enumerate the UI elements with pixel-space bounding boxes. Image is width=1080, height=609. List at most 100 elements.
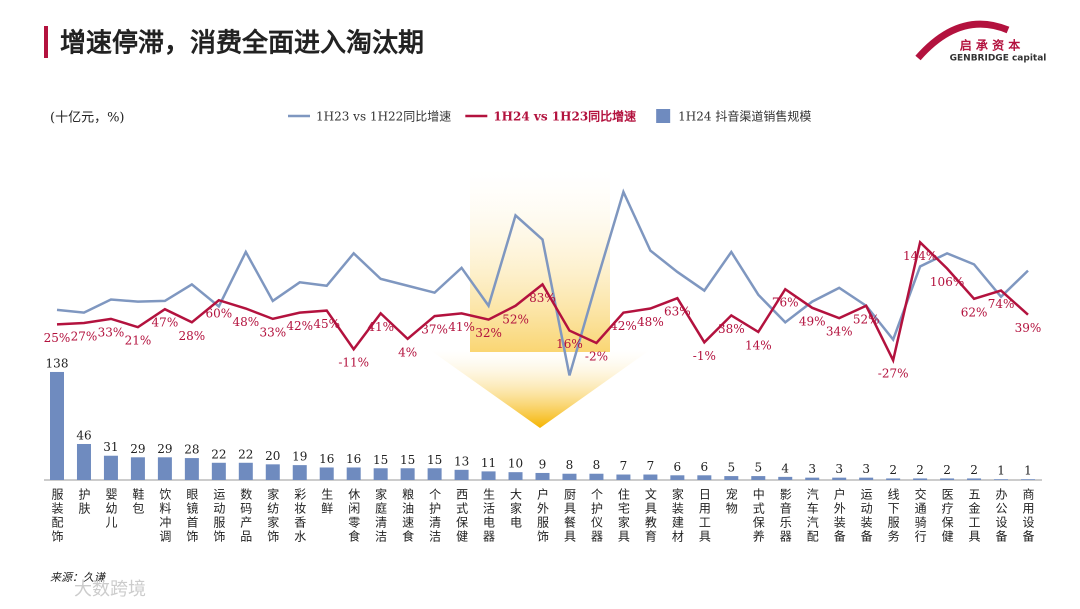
bar xyxy=(778,476,793,480)
bar xyxy=(859,477,874,480)
bar-value-label: 15 xyxy=(400,453,415,467)
bar-value-label: 1 xyxy=(997,464,1005,478)
data-label: 32% xyxy=(475,326,502,340)
bar-value-label: 7 xyxy=(647,459,655,473)
data-label: -11% xyxy=(338,356,369,370)
bar xyxy=(508,472,523,480)
x-tick-label: 数码产品 xyxy=(238,488,253,544)
data-label: 21% xyxy=(125,334,152,348)
bar-value-label: 6 xyxy=(701,460,709,474)
bar-value-label: 29 xyxy=(130,442,145,456)
x-tick-label: 休闲零食 xyxy=(346,488,361,544)
data-label: 28% xyxy=(179,329,206,343)
bar-value-label: 15 xyxy=(373,453,388,467)
legend-label: 1H24 vs 1H23同比增速 xyxy=(493,109,636,124)
bar-value-label: 138 xyxy=(46,356,69,370)
data-label: 47% xyxy=(152,316,179,330)
bar-value-label: 46 xyxy=(76,428,91,442)
slide-title: 增速停滞，消费全面进入淘汰期 xyxy=(60,28,424,59)
bar xyxy=(1021,479,1035,480)
data-label: 38% xyxy=(718,322,745,336)
bar xyxy=(940,478,955,480)
bar-value-label: 8 xyxy=(566,458,574,472)
bar xyxy=(265,464,280,480)
logo-cn: 启 承 资 本 xyxy=(960,38,1021,53)
watermark: 大数跨境 xyxy=(74,579,146,600)
data-label: 39% xyxy=(1015,321,1042,335)
x-tick-label: 鞋包 xyxy=(130,488,145,516)
bar-value-label: 16 xyxy=(346,452,361,466)
bar-value-label: 31 xyxy=(103,440,118,454)
bar xyxy=(211,462,226,480)
data-label: 45% xyxy=(313,317,340,331)
legend-label: 1H23 vs 1H22同比增速 xyxy=(316,110,451,124)
x-tick-label: 个护清洁 xyxy=(427,488,442,544)
bar-value-label: 6 xyxy=(674,460,682,474)
line-1 xyxy=(56,239,1029,364)
x-tick-label: 交通骑行 xyxy=(913,488,928,544)
x-tick-label: 家纺家饰 xyxy=(265,488,280,544)
bar xyxy=(76,443,91,480)
bar xyxy=(157,457,172,480)
bar xyxy=(238,462,253,480)
data-label: -27% xyxy=(878,367,909,381)
x-tick-label: 五金工具 xyxy=(967,488,982,544)
bar-value-label: 19 xyxy=(292,450,307,464)
x-tick-label: 汽车汽配 xyxy=(805,488,820,544)
bar-value-label: 13 xyxy=(454,454,469,468)
source: 来源：久谦 xyxy=(50,571,107,584)
x-tick-label: 生鲜 xyxy=(319,488,334,516)
data-label: 14% xyxy=(745,338,772,352)
bar-value-label: 1 xyxy=(1024,464,1032,478)
data-label: 37% xyxy=(421,323,448,337)
data-label: 74% xyxy=(988,297,1015,311)
data-label: 52% xyxy=(853,312,880,326)
data-label: 60% xyxy=(205,307,232,321)
decor-arrow-head xyxy=(430,350,650,428)
bar xyxy=(913,478,928,480)
bar-value-label: 11 xyxy=(481,456,496,470)
bar xyxy=(103,455,118,480)
title-marker xyxy=(44,26,48,58)
bar-value-label: 2 xyxy=(916,463,924,477)
data-label: 41% xyxy=(367,320,394,334)
bar-value-label: 2 xyxy=(943,463,951,477)
bar-value-label: 28 xyxy=(184,443,199,457)
data-label: -1% xyxy=(693,349,716,363)
bar xyxy=(724,476,739,480)
x-tick-label: 户外服饰 xyxy=(535,488,550,544)
bar-value-label: 3 xyxy=(835,462,843,476)
x-tick-label: 办公设备 xyxy=(994,488,1009,544)
x-tick-label: 婴幼儿 xyxy=(103,488,118,530)
bar xyxy=(832,477,847,480)
data-label: 106% xyxy=(930,275,964,289)
data-label: 33% xyxy=(98,325,125,339)
bar xyxy=(589,473,604,480)
x-tick-label: 家庭清洁 xyxy=(373,488,388,544)
bar-value-label: 15 xyxy=(427,453,442,467)
bar-value-label: 5 xyxy=(727,461,735,475)
x-tick-label: 西式保健 xyxy=(454,488,469,544)
data-label: 144% xyxy=(903,249,937,263)
bar xyxy=(481,471,496,480)
x-tick-label: 影音乐器 xyxy=(778,488,793,544)
data-label: 25% xyxy=(44,331,71,345)
logo-arc xyxy=(915,20,1010,61)
data-label: 52% xyxy=(502,312,529,326)
logo-en: GENBRIDGE capital xyxy=(950,54,1047,64)
data-label: 83% xyxy=(529,291,556,305)
bar-value-label: 9 xyxy=(539,457,547,471)
data-label: 27% xyxy=(71,330,98,344)
data-label: 63% xyxy=(664,305,691,319)
data-label: 48% xyxy=(232,315,259,329)
bar xyxy=(967,478,982,480)
x-tick-label: 生活电器 xyxy=(481,488,496,544)
bar xyxy=(805,477,820,480)
x-tick-label: 家装建材 xyxy=(670,488,685,544)
bar xyxy=(130,457,145,480)
bar-value-label: 7 xyxy=(620,459,628,473)
data-label: 76% xyxy=(772,296,799,310)
unit-label: (十亿元，%) xyxy=(50,111,125,126)
data-label: 41% xyxy=(448,320,475,334)
bar-value-label: 22 xyxy=(211,447,226,461)
